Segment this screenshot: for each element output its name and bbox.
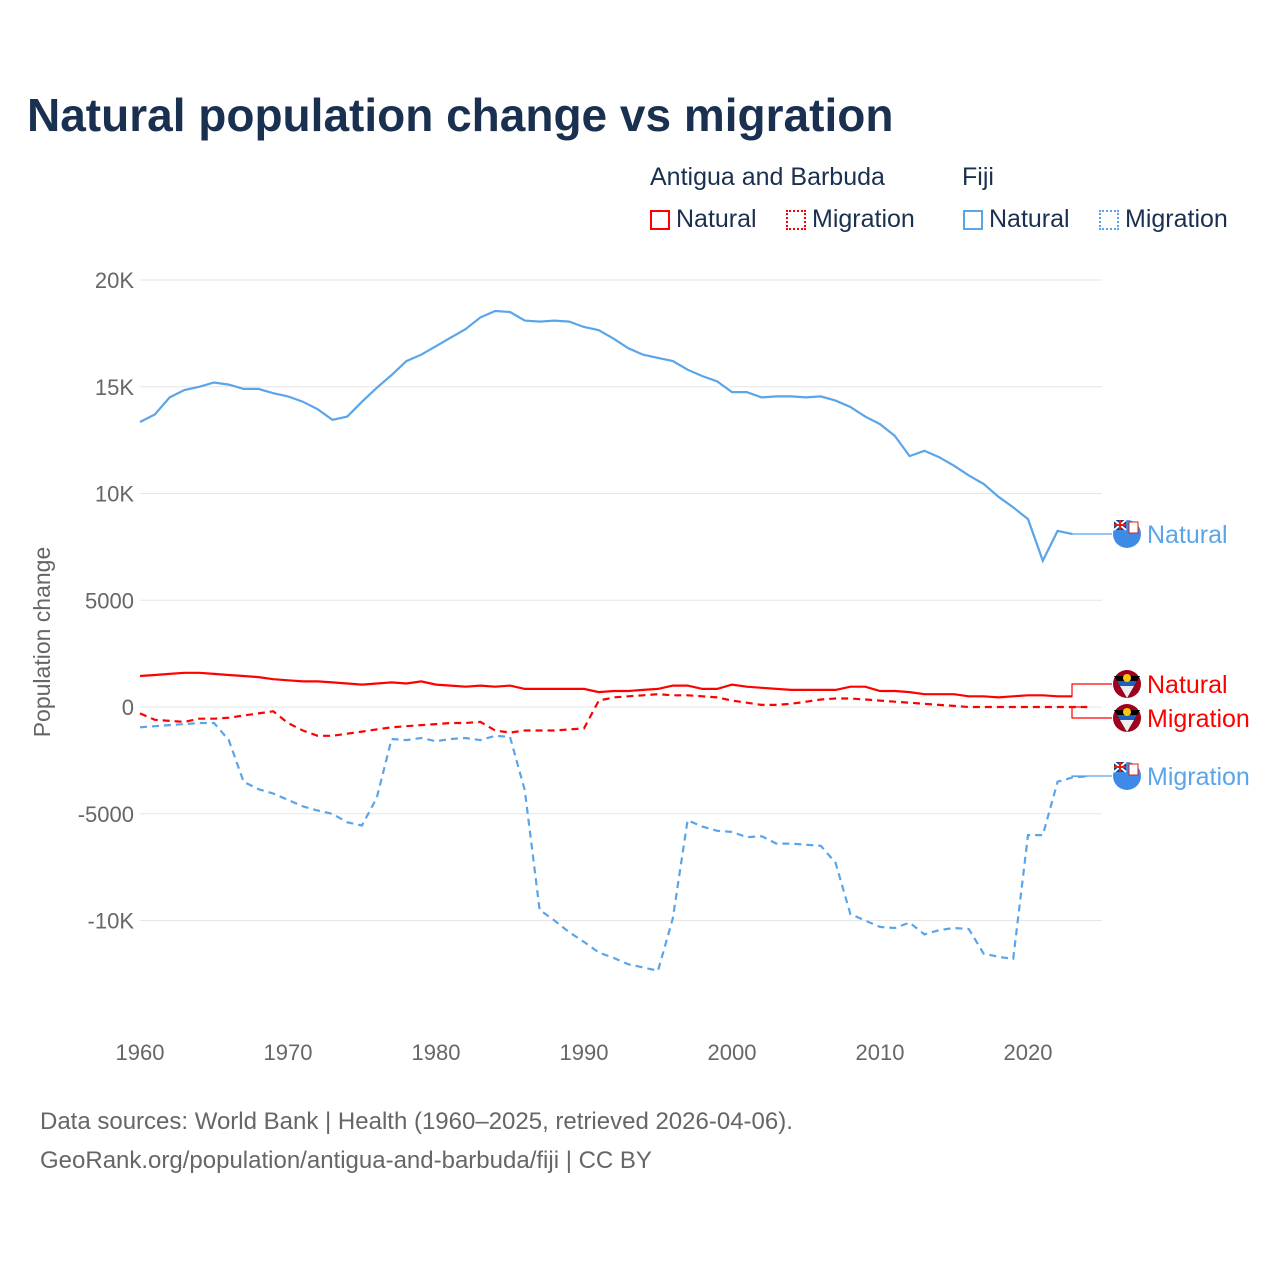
label-connector (1071, 683, 1112, 697)
x-tick-label: 2010 (856, 1040, 905, 1065)
y-axis-label: Population change (29, 547, 55, 738)
legend-label: Migration (1125, 205, 1228, 233)
y-tick-label: 20K (95, 268, 134, 293)
series-end-label: Migration (1147, 705, 1250, 733)
antigua-flag-icon (1113, 670, 1141, 698)
legend-antigua-migration[interactable]: Migration (786, 205, 915, 234)
source-line-1: Data sources: World Bank | Health (1960–… (40, 1108, 793, 1135)
series-line-0[interactable] (139, 671, 1073, 699)
x-tick-label: 2000 (708, 1040, 757, 1065)
source-line-2[interactable]: GeoRank.org/population/antigua-and-barbu… (40, 1147, 652, 1174)
fiji-flag-icon (1113, 761, 1141, 790)
x-tick-label: 1970 (264, 1040, 313, 1065)
legend-label: Migration (812, 205, 915, 233)
y-tick-label: 5000 (85, 588, 134, 613)
legend-group-fiji: Fiji (962, 163, 994, 191)
fiji-flag-icon (1113, 519, 1141, 548)
label-connector (1071, 706, 1112, 719)
series-end-label: Natural (1147, 521, 1228, 549)
x-tick-label: 1980 (412, 1040, 461, 1065)
y-tick-label: 10K (95, 482, 134, 507)
series-end-label: Natural (1147, 671, 1228, 699)
series-end-label: Migration (1147, 763, 1250, 791)
x-tick-label: 1960 (116, 1040, 165, 1065)
y-tick-label: 0 (122, 695, 134, 720)
legend-group-antigua: Antigua and Barbuda (650, 163, 885, 191)
legend-swatch-solid (963, 209, 983, 230)
legend-antigua-natural[interactable]: Natural (650, 205, 757, 234)
legend-swatch-dotted (1099, 209, 1119, 230)
legend-swatch-solid (650, 209, 670, 230)
y-tick-label: 15K (95, 375, 134, 400)
chart-title: Natural population change vs migration (27, 89, 894, 141)
legend-swatch-dotted (786, 209, 806, 230)
series-line-1[interactable] (139, 693, 1088, 737)
antigua-flag-icon (1113, 704, 1141, 732)
legend-label: Natural (989, 205, 1070, 233)
y-tick-label: -5000 (78, 802, 134, 827)
x-tick-label: 2020 (1004, 1040, 1053, 1065)
y-tick-label: -10K (88, 909, 135, 934)
legend-label: Natural (676, 205, 757, 233)
legend-fiji-migration[interactable]: Migration (1099, 205, 1228, 234)
series-line-3[interactable] (139, 721, 1088, 972)
legend-fiji-natural[interactable]: Natural (963, 205, 1070, 234)
series-line-2[interactable] (139, 309, 1073, 564)
x-tick-label: 1990 (560, 1040, 609, 1065)
